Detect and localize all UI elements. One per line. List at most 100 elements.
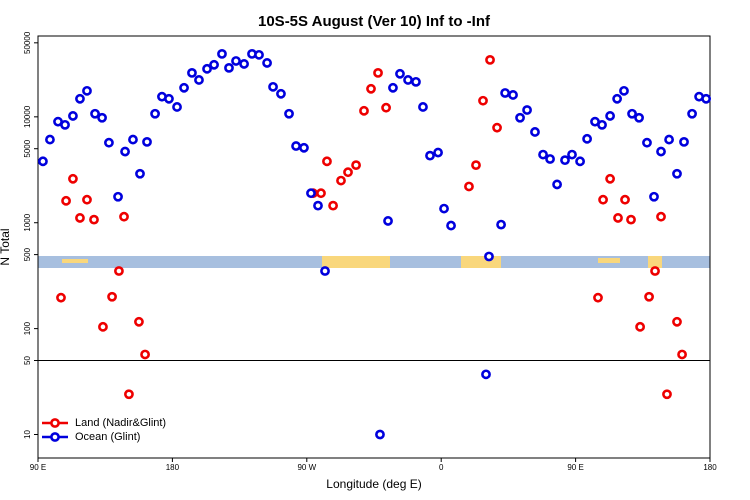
point <box>500 88 511 98</box>
point <box>605 111 615 121</box>
y-tick-label: 10 <box>23 430 32 439</box>
point <box>90 108 100 119</box>
land-strip <box>322 256 390 268</box>
point <box>642 137 652 148</box>
point <box>217 48 227 59</box>
land-strip <box>461 256 501 268</box>
point <box>135 168 145 179</box>
point <box>530 127 540 137</box>
point <box>538 149 548 160</box>
point <box>97 112 107 123</box>
point <box>471 160 481 171</box>
point <box>202 63 212 74</box>
point <box>254 49 264 60</box>
point <box>433 147 443 158</box>
point <box>45 134 55 145</box>
point <box>650 266 660 276</box>
point <box>439 203 449 214</box>
point <box>75 93 85 104</box>
point <box>701 93 712 104</box>
point <box>381 102 391 113</box>
point <box>68 173 78 184</box>
chart-title: 10S-5S August (Ver 10) Inf to -Inf <box>258 13 491 30</box>
point <box>484 251 494 262</box>
point <box>262 58 272 68</box>
legend-label: Land (Nadir&Glint) <box>75 417 166 429</box>
point <box>492 122 502 133</box>
legend-swatch <box>50 418 60 428</box>
point <box>446 220 456 231</box>
point <box>620 194 630 205</box>
point <box>164 93 174 104</box>
land-strip <box>648 256 662 268</box>
point <box>224 62 234 73</box>
point <box>575 156 585 167</box>
point <box>359 105 369 116</box>
y-tick-label: 50000 <box>23 31 32 54</box>
point <box>128 134 138 145</box>
point <box>322 156 332 167</box>
point <box>98 321 108 332</box>
point <box>418 102 428 112</box>
point <box>239 59 249 69</box>
point <box>612 93 623 104</box>
point <box>485 54 495 65</box>
point <box>375 429 385 440</box>
point <box>104 137 114 148</box>
x-tick-label: 90 E <box>567 463 583 472</box>
map-strip <box>38 256 710 268</box>
point <box>567 149 577 160</box>
land-strip <box>598 258 620 263</box>
point <box>209 59 219 70</box>
point <box>316 188 326 199</box>
point <box>343 167 353 178</box>
point <box>383 216 393 226</box>
point <box>508 90 518 100</box>
point <box>68 111 78 121</box>
point <box>522 105 532 115</box>
point <box>114 266 124 276</box>
point <box>60 119 70 130</box>
point <box>635 321 646 332</box>
point <box>627 108 637 119</box>
point <box>672 316 682 327</box>
point <box>598 194 608 205</box>
point <box>313 200 323 211</box>
point <box>478 95 488 106</box>
point <box>89 214 99 225</box>
point <box>150 108 160 119</box>
point <box>134 316 144 327</box>
y-axis-label: N Total <box>0 228 12 265</box>
point <box>672 168 682 179</box>
point <box>291 141 301 151</box>
y-tick-label: 5000 <box>23 139 32 157</box>
point <box>582 133 592 144</box>
point <box>82 194 92 205</box>
point <box>231 56 241 66</box>
point <box>679 136 689 147</box>
point <box>656 211 666 222</box>
point <box>388 82 398 93</box>
point <box>328 200 338 211</box>
land-strip <box>62 259 88 263</box>
x-tick-label: 180 <box>703 463 717 472</box>
point <box>268 81 278 92</box>
point <box>593 292 603 303</box>
point <box>179 82 189 93</box>
point <box>299 142 309 153</box>
y-tick-label: 50 <box>23 355 32 364</box>
point <box>626 214 636 225</box>
legend-label: Ocean (Glint) <box>75 431 140 443</box>
point <box>124 389 134 400</box>
point <box>411 76 421 87</box>
point <box>142 136 152 147</box>
point <box>351 160 361 171</box>
point <box>613 213 623 223</box>
point <box>605 173 615 184</box>
point <box>140 349 150 360</box>
point <box>336 175 346 186</box>
x-tick-label: 90 W <box>297 463 316 472</box>
point <box>320 266 330 276</box>
point <box>284 108 294 119</box>
